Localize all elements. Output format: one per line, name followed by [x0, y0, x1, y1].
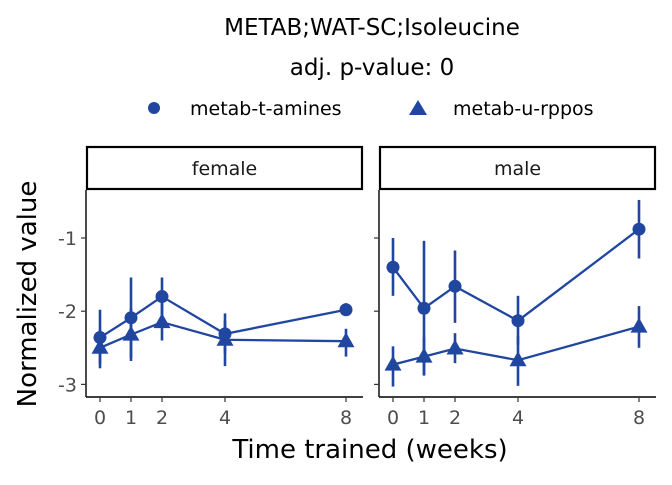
data-point-circle	[511, 314, 525, 328]
y-tick-label: -2	[58, 301, 77, 323]
x-tick-label: 2	[156, 407, 168, 429]
x-tick-label: 4	[219, 407, 231, 429]
data-point-triangle	[630, 317, 648, 333]
x-tick-label: 1	[418, 407, 430, 429]
x-tick-label: 8	[340, 407, 352, 429]
data-point-triangle	[415, 347, 433, 363]
y-tick-label: -1	[58, 228, 77, 250]
data-point-circle	[632, 222, 646, 236]
legend-label-t-amines: metab-t-amines	[190, 98, 342, 120]
data-point-triangle	[384, 355, 402, 371]
y-tick-label: -3	[58, 374, 77, 396]
data-point-triangle	[153, 313, 171, 329]
data-point-triangle	[122, 325, 140, 341]
x-tick-label: 2	[449, 407, 461, 429]
data-point-circle	[155, 290, 169, 304]
data-point-circle	[448, 279, 462, 293]
data-point-circle	[417, 301, 431, 315]
x-tick-label: 1	[125, 407, 137, 429]
legend-marker-circle	[148, 102, 160, 114]
panel-strip-label: male	[494, 158, 541, 180]
data-point-triangle	[216, 330, 234, 346]
panel-strip	[85, 145, 364, 191]
y-axis-label: Normalized value	[13, 181, 43, 408]
x-tick-label: 4	[512, 407, 524, 429]
series-metab-u-rppos	[384, 306, 648, 387]
panel-strip	[378, 145, 657, 191]
data-point-circle	[339, 303, 353, 317]
x-tick-label: 8	[633, 407, 645, 429]
x-axis-label: Time trained (weeks)	[231, 435, 507, 465]
x-tick-label: 0	[94, 407, 106, 429]
legend: metab-t-amines metab-u-rppos	[148, 98, 594, 120]
data-point-triangle	[446, 339, 464, 355]
legend-label-u-rppos: metab-u-rppos	[453, 98, 594, 120]
data-point-triangle	[91, 338, 109, 354]
panel-male: male 0 1 2 4 8	[374, 145, 657, 429]
legend-marker-triangle	[409, 100, 427, 115]
chart-subtitle: adj. p-value: 0	[290, 55, 455, 81]
panel-strip-label: female	[192, 158, 258, 180]
series-metab-u-rppos	[91, 303, 355, 369]
x-tick-label: 0	[387, 407, 399, 429]
chart-title: METAB;WAT-SC;Isoleucine	[224, 15, 520, 41]
data-point-triangle	[337, 332, 355, 348]
data-point-circle	[386, 260, 400, 274]
data-point-triangle	[509, 351, 527, 367]
panel-female: female -1 -2 -3 0 1 2 4 8	[58, 145, 364, 429]
